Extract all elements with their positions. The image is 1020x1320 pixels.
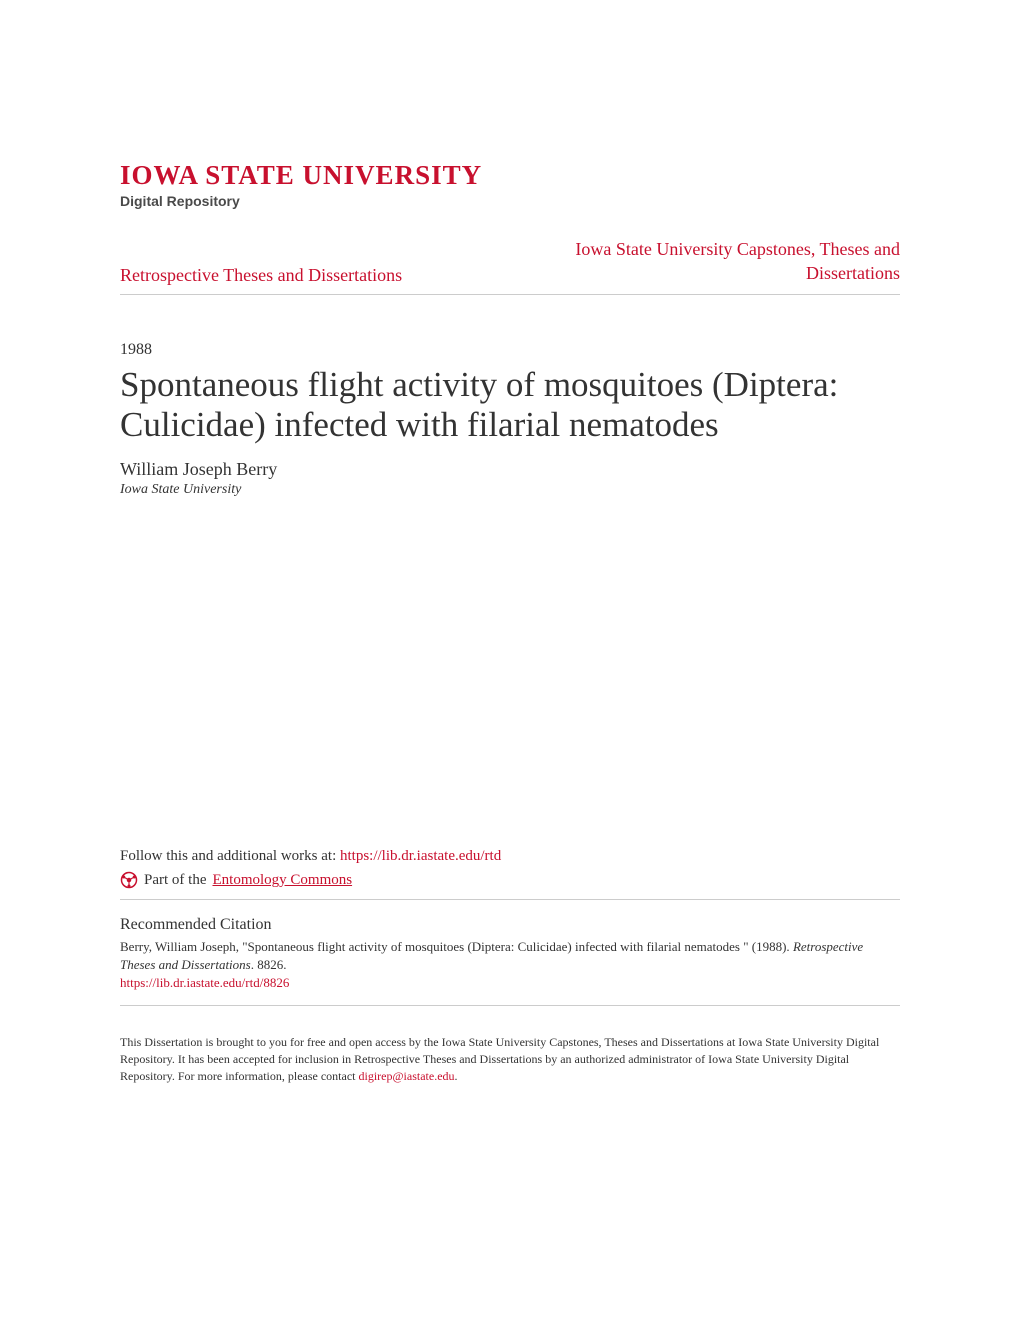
- collection-link-left[interactable]: Retrospective Theses and Dissertations: [120, 265, 402, 286]
- logo-main-text: IOWA STATE UNIVERSITY: [120, 160, 900, 191]
- citation-text: Berry, William Joseph, "Spontaneous flig…: [120, 938, 900, 973]
- follow-works-line: Follow this and additional works at: htt…: [120, 848, 900, 865]
- contact-email-link[interactable]: digirep@iastate.edu: [359, 1069, 455, 1083]
- footer-after: .: [455, 1069, 458, 1083]
- citation-url: https://lib.dr.iastate.edu/rtd/8826: [120, 975, 900, 991]
- author-affiliation: Iowa State University: [120, 482, 900, 498]
- part-of-prefix: Part of the: [144, 872, 206, 889]
- citation-line1: Berry, William Joseph, "Spontaneous flig…: [120, 939, 790, 954]
- footer-text: This Dissertation is brought to you for …: [120, 1034, 900, 1084]
- collection-link-right[interactable]: Iowa State University Capstones, Theses …: [530, 237, 900, 286]
- page-title: Spontaneous flight activity of mosquitoe…: [120, 365, 900, 446]
- footer-before: This Dissertation is brought to you for …: [120, 1035, 879, 1083]
- citation-suffix: . 8826.: [251, 957, 287, 972]
- citation-heading: Recommended Citation: [120, 916, 900, 934]
- document-page: IOWA STATE UNIVERSITY Digital Repository…: [0, 0, 1020, 1165]
- institution-logo: IOWA STATE UNIVERSITY Digital Repository: [120, 160, 900, 209]
- commons-link[interactable]: Entomology Commons: [212, 872, 352, 889]
- breadcrumb: Retrospective Theses and Dissertations I…: [120, 237, 900, 295]
- part-of-row: Part of the Entomology Commons: [120, 871, 900, 900]
- follow-url-link[interactable]: https://lib.dr.iastate.edu/rtd: [340, 848, 501, 864]
- logo-sub-text: Digital Repository: [120, 193, 900, 209]
- author-name: William Joseph Berry: [120, 459, 900, 480]
- publication-year: 1988: [120, 341, 900, 359]
- citation-block: Recommended Citation Berry, William Jose…: [120, 916, 900, 1006]
- network-icon: [120, 871, 138, 889]
- links-section: Follow this and additional works at: htt…: [120, 848, 900, 1084]
- follow-prefix: Follow this and additional works at:: [120, 848, 340, 864]
